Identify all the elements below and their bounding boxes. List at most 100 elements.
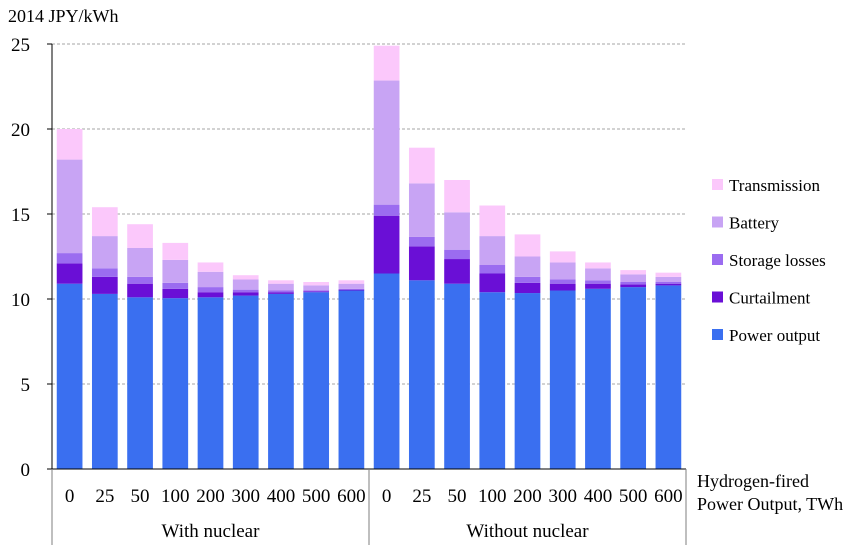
bar-battery-without-50: [444, 212, 470, 250]
x-tick-label-with-200: 200: [196, 486, 225, 507]
legend-label-battery: Battery: [729, 214, 780, 233]
bar-storage-losses-with-500: [303, 290, 330, 292]
bar-battery-without-300: [549, 262, 576, 280]
bar-power-output-with-25: [91, 293, 118, 469]
bar-curtailment-with-400: [268, 292, 294, 294]
x-tick-label-with-400: 400: [267, 486, 296, 507]
bar-battery-with-600: [338, 283, 365, 289]
legend-swatch-curtailment: [712, 291, 723, 303]
x-tick-label-without-500: 500: [619, 486, 648, 507]
x-tick-label-with-25: 25: [95, 486, 114, 507]
bar-storage-losses-without-0: [373, 204, 400, 216]
bar-battery-without-500: [620, 274, 647, 282]
x-tick-label-without-0: 0: [382, 486, 392, 507]
bar-power-output-with-600: [338, 290, 365, 469]
bar-battery-with-500: [303, 285, 330, 291]
bar-power-output-with-0: [56, 283, 83, 469]
bar-battery-without-100: [479, 236, 506, 265]
x-tick-label-without-400: 400: [584, 486, 613, 507]
x-tick-label-without-25: 25: [412, 486, 431, 507]
bar-transmission-with-25: [91, 207, 118, 237]
bar-transmission-with-100: [162, 242, 189, 260]
bar-curtailment-with-200: [197, 292, 224, 298]
bar-transmission-with-600: [338, 280, 365, 284]
x-tick-label-with-600: 600: [337, 486, 366, 507]
bar-power-output-without-600: [655, 285, 682, 469]
bar-curtailment-with-100: [162, 288, 189, 299]
legend-swatch-transmission: [712, 179, 723, 190]
bar-curtailment-without-100: [479, 273, 506, 293]
bar-transmission-without-600: [655, 272, 682, 277]
bar-battery-with-0: [56, 159, 83, 254]
axes: [47, 43, 687, 545]
bar-transmission-with-50: [127, 224, 153, 248]
x-tick-label-with-50: 50: [131, 486, 150, 507]
x-tick-label-without-100: 100: [478, 486, 507, 507]
bar-power-output-without-200: [514, 293, 541, 469]
legend-label-transmission: Transmission: [729, 176, 821, 195]
bar-curtailment-without-600: [655, 283, 682, 286]
legend-label-curtailment: Curtailment: [729, 289, 810, 308]
legend-swatch-battery: [712, 216, 723, 228]
bar-battery-with-200: [197, 271, 224, 288]
bar-battery-without-25: [408, 183, 435, 237]
bar-storage-losses-with-200: [197, 287, 224, 293]
x-tick-label-without-50: 50: [448, 486, 467, 507]
bar-power-output-without-500: [620, 287, 647, 469]
bar-curtailment-without-0: [373, 215, 400, 274]
x-tick-labels: 0 25 50 100 200 300 400 500 600 0 25 50 100 200 300 400…: [65, 486, 683, 507]
y-tick-label-15: 15: [11, 205, 30, 226]
group-label-without-nuclear: Without nuclear: [466, 521, 589, 542]
bar-storage-losses-with-50: [127, 276, 153, 284]
bar-power-output-with-500: [303, 292, 330, 469]
bar-curtailment-without-200: [514, 282, 541, 294]
bar-transmission-with-500: [303, 282, 330, 286]
y-axis-label: 2014 JPY/kWh: [8, 6, 119, 26]
bar-transmission-with-400: [268, 280, 294, 284]
bar-curtailment-without-500: [620, 284, 647, 288]
bar-transmission-without-200: [514, 234, 541, 257]
bar-storage-losses-without-100: [479, 265, 506, 274]
legend: Transmission Battery Storage losses Curtail…: [712, 176, 826, 345]
bar-storage-losses-without-50: [444, 249, 470, 260]
bars: [56, 45, 682, 469]
bar-battery-without-0: [373, 80, 400, 205]
y-tick-label-10: 10: [11, 290, 30, 311]
bar-power-output-with-400: [268, 293, 294, 469]
bar-battery-with-400: [268, 283, 294, 291]
bar-power-output-without-300: [549, 290, 576, 469]
group-label-with-nuclear: With nuclear: [162, 521, 261, 542]
bar-transmission-without-0: [373, 45, 400, 81]
group-labels: With nuclear Without nuclear: [162, 521, 590, 542]
bar-power-output-without-50: [444, 283, 470, 469]
bar-power-output-with-100: [162, 298, 189, 469]
bar-storage-losses-without-300: [549, 279, 576, 284]
bar-storage-losses-without-500: [620, 282, 647, 285]
bar-curtailment-with-500: [303, 291, 330, 293]
bar-curtailment-with-25: [91, 276, 118, 294]
bar-power-output-with-300: [232, 295, 259, 469]
bar-battery-with-100: [162, 259, 189, 283]
bar-storage-losses-without-200: [514, 276, 541, 283]
x-tick-label-without-200: 200: [513, 486, 542, 507]
bar-curtailment-without-400: [585, 283, 611, 289]
bar-curtailment-without-300: [549, 283, 576, 291]
gridlines: [52, 43, 686, 385]
bar-storage-losses-with-400: [268, 290, 294, 293]
bar-transmission-without-400: [585, 262, 611, 269]
bar-power-output-with-200: [197, 297, 224, 469]
x-axis-label-line-1: Hydrogen-fired: [697, 471, 809, 491]
bar-curtailment-without-25: [408, 246, 435, 281]
x-axis-label-line-2: Power Output, TWh: [697, 494, 843, 514]
bar-transmission-without-300: [549, 251, 576, 263]
y-tick-label-20: 20: [11, 120, 30, 141]
bar-storage-losses-with-600: [338, 288, 365, 290]
legend-label-power-output: Power output: [729, 326, 820, 345]
bar-curtailment-with-600: [338, 289, 365, 291]
bar-curtailment-with-50: [127, 283, 153, 298]
bar-power-output-with-50: [127, 297, 153, 469]
legend-label-storage-losses: Storage losses: [729, 251, 826, 270]
x-tick-label-without-600: 600: [654, 486, 683, 507]
bar-transmission-without-25: [408, 147, 435, 184]
bar-storage-losses-with-100: [162, 282, 189, 289]
